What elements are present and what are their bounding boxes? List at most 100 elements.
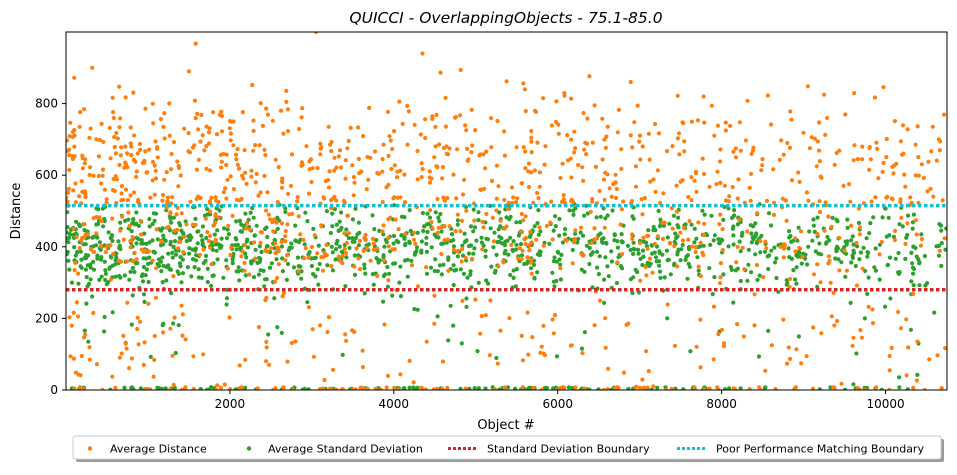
point-average-distance: [643, 264, 648, 270]
point-average-standard-deviation: [141, 241, 146, 246]
point-average-standard-deviation: [796, 225, 801, 230]
point-average-standard-deviation: [535, 270, 540, 275]
point-average-standard-deviation: [163, 238, 168, 243]
point-average-distance: [645, 386, 650, 390]
point-average-standard-deviation: [268, 265, 273, 270]
point-average-distance: [561, 197, 567, 202]
point-average-distance: [363, 237, 368, 242]
point-average-distance: [439, 225, 444, 230]
point-average-distance: [906, 345, 911, 350]
point-average-distance: [718, 147, 723, 152]
point-average-standard-deviation: [483, 386, 488, 390]
point-average-standard-deviation: [91, 244, 96, 249]
point-average-distance: [647, 157, 652, 162]
point-average-standard-deviation: [169, 220, 174, 225]
point-average-distance: [811, 325, 816, 330]
point-average-distance: [275, 199, 280, 205]
point-average-standard-deviation: [90, 294, 95, 299]
point-average-standard-deviation: [567, 208, 572, 213]
point-average-distance: [714, 182, 719, 187]
point-average-distance: [82, 235, 87, 240]
point-average-standard-deviation: [168, 267, 173, 272]
point-average-distance: [743, 138, 749, 143]
point-average-distance: [420, 166, 425, 172]
point-average-distance: [392, 195, 397, 200]
point-average-distance: [544, 223, 550, 229]
point-average-distance: [564, 238, 569, 243]
point-average-standard-deviation: [905, 232, 910, 238]
point-average-standard-deviation: [72, 245, 77, 250]
point-average-standard-deviation: [293, 223, 298, 228]
point-average-standard-deviation: [448, 303, 453, 308]
point-average-standard-deviation: [861, 245, 866, 250]
point-average-standard-deviation: [224, 287, 229, 292]
point-average-distance: [280, 179, 285, 184]
point-average-standard-deviation: [594, 215, 599, 220]
point-average-standard-deviation: [152, 250, 158, 255]
point-average-distance: [124, 346, 129, 351]
point-average-distance: [905, 127, 910, 132]
point-average-distance: [602, 137, 607, 142]
point-average-standard-deviation: [401, 386, 406, 390]
point-average-distance: [334, 198, 339, 203]
point-average-distance: [66, 148, 70, 153]
point-average-standard-deviation: [362, 291, 367, 296]
point-average-distance: [718, 159, 723, 164]
point-average-distance: [430, 226, 435, 231]
point-average-standard-deviation: [211, 273, 216, 278]
point-average-standard-deviation: [465, 275, 470, 280]
point-average-standard-deviation: [605, 264, 610, 269]
point-average-distance: [536, 196, 541, 201]
point-average-distance: [143, 106, 148, 111]
point-average-standard-deviation: [738, 278, 743, 284]
point-average-distance: [698, 240, 703, 245]
point-average-standard-deviation: [243, 211, 248, 216]
point-average-distance: [332, 155, 337, 160]
point-average-standard-deviation: [769, 248, 774, 253]
point-average-standard-deviation: [893, 256, 898, 261]
point-average-distance: [214, 387, 219, 390]
point-average-distance: [535, 140, 540, 145]
point-average-distance: [828, 280, 833, 285]
point-average-distance: [660, 220, 665, 225]
point-average-distance: [197, 252, 202, 257]
point-average-distance: [176, 184, 181, 189]
point-average-distance: [930, 124, 935, 129]
point-average-standard-deviation: [209, 283, 214, 288]
point-average-distance: [647, 256, 653, 261]
point-average-distance: [702, 120, 707, 125]
point-average-distance: [91, 173, 96, 178]
point-average-standard-deviation: [630, 214, 635, 219]
point-average-standard-deviation: [815, 215, 820, 220]
point-average-distance: [150, 258, 155, 263]
point-average-distance: [135, 315, 140, 320]
point-average-standard-deviation: [184, 238, 189, 244]
point-average-distance: [165, 195, 171, 200]
point-average-distance: [723, 198, 729, 203]
point-average-distance: [252, 240, 257, 245]
point-average-distance: [196, 157, 201, 162]
point-average-distance: [682, 149, 687, 154]
point-average-distance: [860, 157, 865, 162]
point-average-standard-deviation: [657, 269, 663, 274]
point-average-distance: [432, 293, 437, 298]
point-average-distance: [730, 184, 735, 190]
point-average-standard-deviation: [381, 299, 386, 304]
point-average-distance: [593, 164, 599, 169]
point-average-distance: [711, 357, 716, 362]
point-average-standard-deviation: [738, 249, 743, 254]
point-average-distance: [103, 249, 108, 255]
point-average-standard-deviation: [251, 275, 257, 280]
point-average-distance: [796, 170, 801, 175]
point-average-distance: [87, 135, 92, 140]
point-average-distance: [827, 258, 832, 263]
point-average-standard-deviation: [352, 253, 357, 258]
point-average-distance: [366, 177, 371, 182]
point-average-distance: [589, 240, 594, 245]
point-average-standard-deviation: [384, 240, 389, 245]
point-average-standard-deviation: [159, 386, 164, 390]
point-average-distance: [324, 253, 329, 258]
point-average-standard-deviation: [451, 282, 456, 288]
point-average-distance: [826, 254, 832, 259]
point-average-distance: [786, 345, 791, 350]
